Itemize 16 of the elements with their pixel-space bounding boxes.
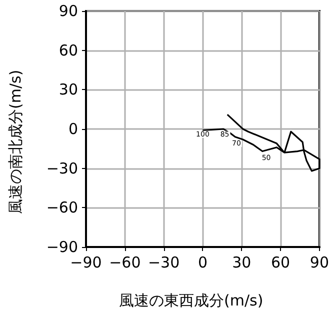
y-tick-label: −90 xyxy=(46,238,78,256)
x-axis-title: 風速の東西成分(m/s) xyxy=(119,292,264,310)
y-tick-label: 60 xyxy=(58,41,78,60)
x-tick-label: 30 xyxy=(232,254,252,272)
y-axis-title: 風速の南北成分(m/s) xyxy=(6,70,24,214)
y-tick-label: −60 xyxy=(46,198,78,217)
y-tick-label: 90 xyxy=(58,2,78,20)
y-tick-label: −30 xyxy=(46,159,78,178)
x-tick-label: 0 xyxy=(198,254,208,272)
x-tick-label: −60 xyxy=(109,254,141,272)
x-tick-label: −30 xyxy=(148,254,180,272)
y-tick-label: 0 xyxy=(68,120,78,138)
y-tick-label: 30 xyxy=(58,80,78,99)
x-tick-label: 90 xyxy=(310,254,330,272)
x-tick-label: −90 xyxy=(70,254,102,272)
x-tick-label: 60 xyxy=(271,254,290,272)
